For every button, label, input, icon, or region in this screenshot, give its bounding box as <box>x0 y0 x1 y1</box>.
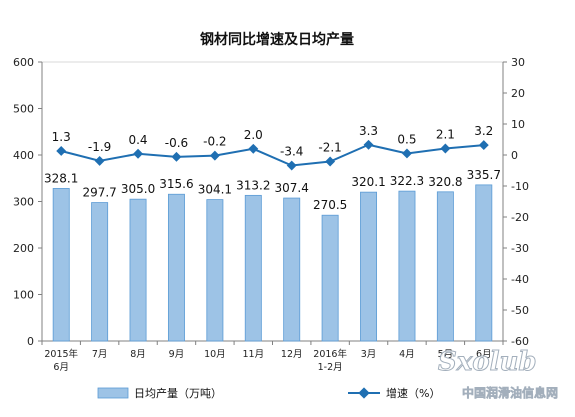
left-tick-label: 400 <box>13 149 34 162</box>
bar <box>52 188 70 342</box>
right-tick-label: -50 <box>511 304 529 317</box>
x-tick-label: 6月 <box>476 349 492 360</box>
line-data-label: 3.3 <box>359 124 378 138</box>
left-tick-label: 500 <box>13 103 34 116</box>
x-axis-ticks: 2015年 6月 7月 8月 9月 10月 11月 12月 2016年 1-2月 3月 4月 5月 6月 <box>41 341 504 373</box>
bar-data-label: 322.3 <box>390 174 424 188</box>
bar <box>436 191 454 342</box>
right-tick-label: 30 <box>511 56 525 69</box>
x-tick-label: 2015年 6月 <box>44 348 78 373</box>
line-data-label: -3.4 <box>280 145 303 159</box>
x-tick-label: 3月 <box>361 349 377 360</box>
growth-point <box>56 146 67 156</box>
line-data-label: -2.1 <box>318 141 341 155</box>
left-tick-label: 300 <box>13 196 34 209</box>
growth-point <box>133 148 143 159</box>
line-data-label: 0.4 <box>128 133 147 147</box>
right-tick-label: -30 <box>511 242 529 255</box>
bar-data-label: 335.7 <box>467 168 501 182</box>
left-tick-label: 200 <box>13 242 34 255</box>
x-tick-label: 11月 <box>242 349 264 360</box>
bar-data-label: 305.0 <box>121 182 155 196</box>
x-tick-label: 12月 <box>281 349 303 360</box>
bar <box>283 197 301 342</box>
right-tick-label: 0 <box>511 149 518 162</box>
bar-series-daily-output <box>52 184 493 342</box>
x-tick-label: 10月 <box>204 349 226 360</box>
bar-data-label: 313.2 <box>236 178 270 192</box>
line-data-labels: 1.3 -1.9 0.4 -0.6 -0.2 2.0 -3.4 -2.1 3.3 0.5 2.1 3.… <box>52 124 494 159</box>
growth-point <box>171 151 182 162</box>
left-tick-label: 100 <box>13 289 34 302</box>
watermark-text: 中国润滑油信息网 <box>462 385 558 400</box>
right-tick-label: -10 <box>511 180 529 193</box>
line-data-label: -0.6 <box>165 136 188 150</box>
growth-point <box>478 140 489 151</box>
bar-data-label: 315.6 <box>159 177 193 191</box>
right-tick-label: -20 <box>511 211 529 224</box>
bar <box>475 184 493 342</box>
right-axis-ticks: -60 -50 -40 -30 -20 -10 0 10 20 30 <box>503 56 529 348</box>
growth-point <box>325 156 336 167</box>
x-tick-label: 9月 <box>169 349 185 360</box>
bar <box>244 194 262 342</box>
bar-data-labels: 328.1 297.7 305.0 315.6 304.1 313.2 307.4 270.5… <box>44 168 501 212</box>
bar <box>167 193 185 342</box>
growth-point <box>209 150 220 161</box>
growth-line <box>60 143 484 167</box>
bar <box>360 191 378 342</box>
right-tick-label: -60 <box>511 335 529 348</box>
line-data-label: -1.9 <box>88 140 111 154</box>
legend-bar-swatch <box>97 387 129 399</box>
bar <box>398 190 416 342</box>
x-tick-label: 5月 <box>438 349 454 360</box>
bar-data-label: 320.1 <box>351 175 385 189</box>
growth-point <box>248 143 259 154</box>
right-tick-label: 20 <box>511 87 525 100</box>
left-tick-label: 600 <box>13 56 34 69</box>
x-tick-label: 2016年 1-2月 <box>313 348 347 373</box>
x-tick-label: 7月 <box>92 349 108 360</box>
line-data-label: 3.2 <box>474 124 493 138</box>
growth-point <box>94 155 105 166</box>
legend-bar-label: 日均产量（万吨） <box>134 386 222 400</box>
watermark-logo: Sxolub <box>438 347 537 377</box>
line-data-label: 2.0 <box>244 128 263 142</box>
line-data-label: 1.3 <box>52 130 71 144</box>
bar-data-label: 304.1 <box>198 183 232 197</box>
left-tick-label: 0 <box>27 335 34 348</box>
plot-frame <box>41 61 504 342</box>
legend: 日均产量（万吨） 增速（%） <box>97 386 440 400</box>
x-tick-label: 4月 <box>399 349 415 360</box>
bar <box>321 214 339 342</box>
line-series-growth <box>56 139 489 171</box>
bar-data-label: 307.4 <box>275 181 309 195</box>
right-tick-label: 10 <box>511 118 525 131</box>
line-data-label: 2.1 <box>436 127 455 141</box>
chart-title: 钢材同比增速及日均产量 <box>200 31 354 48</box>
growth-point <box>440 143 451 154</box>
bar-data-label: 328.1 <box>44 171 78 185</box>
watermark: Sxolub 中国润滑油信息网 <box>438 347 559 401</box>
bar <box>91 202 109 342</box>
line-data-label: 0.5 <box>397 132 416 146</box>
bar-data-label: 297.7 <box>82 186 116 200</box>
growth-point <box>286 160 297 171</box>
left-axis-ticks: 0 100 200 300 400 500 600 <box>13 56 42 348</box>
bar <box>206 199 224 342</box>
right-tick-label: -40 <box>511 273 529 286</box>
line-data-label: -0.2 <box>203 135 226 149</box>
bar-data-label: 320.8 <box>428 175 462 189</box>
growth-point <box>402 148 412 159</box>
bar <box>129 198 147 342</box>
x-tick-label: 8月 <box>130 349 146 360</box>
bar-data-label: 270.5 <box>313 198 347 212</box>
growth-point <box>363 139 374 150</box>
legend-line-marker <box>358 387 370 399</box>
legend-line-label: 增速（%） <box>386 386 440 400</box>
